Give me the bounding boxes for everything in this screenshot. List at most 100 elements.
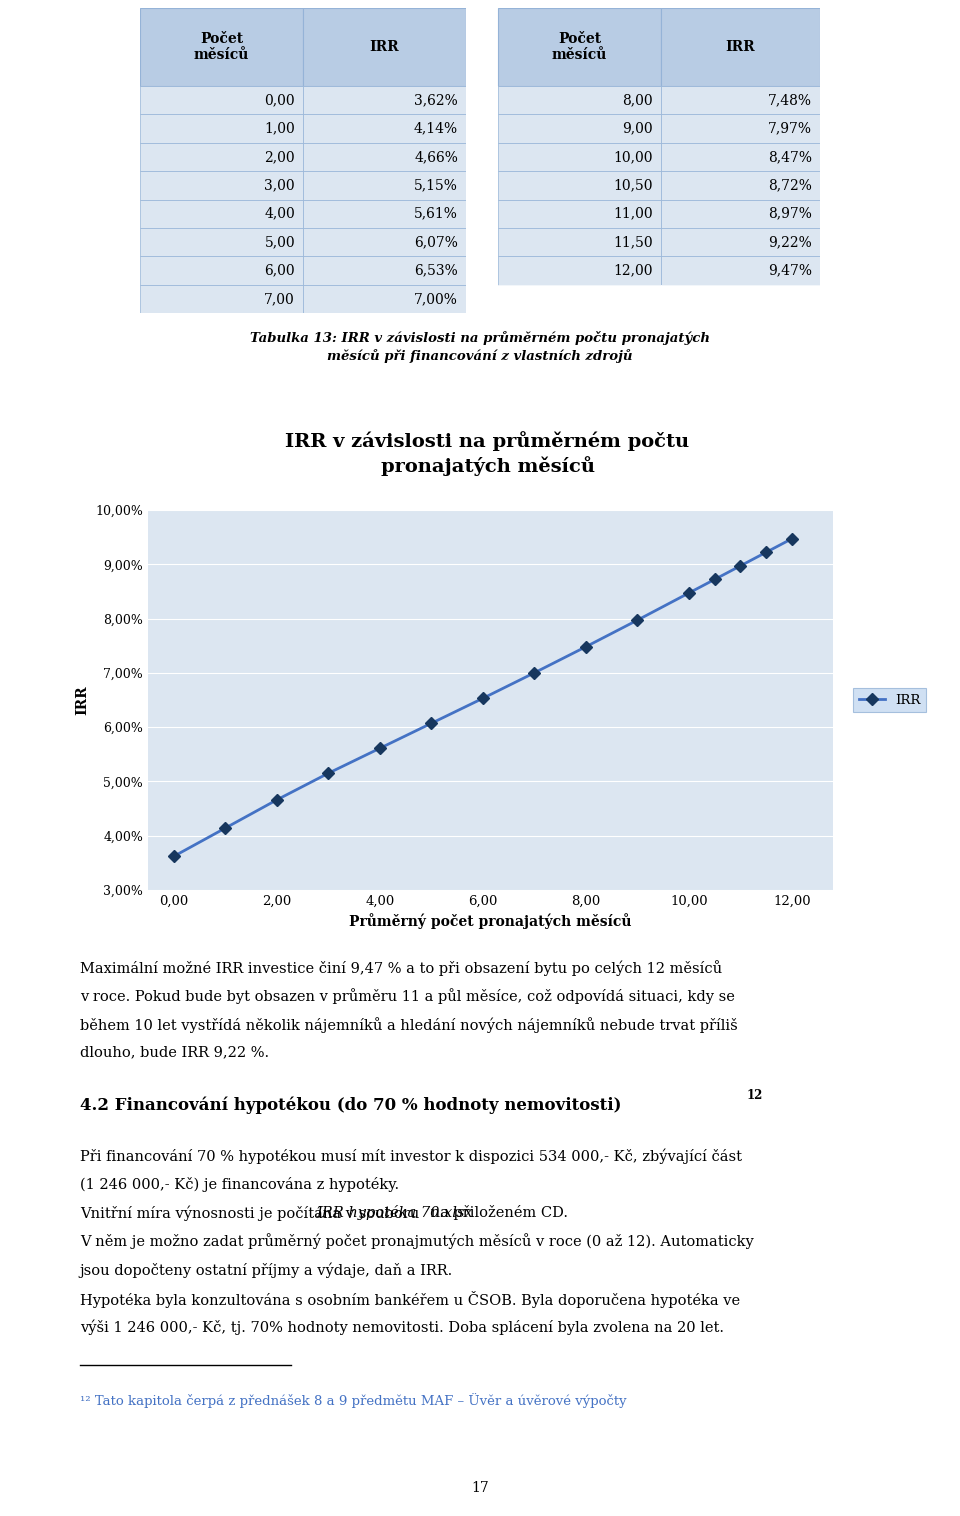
Bar (140, 86, 303, 114)
Text: jsou dopočteny ostatní příjmy a výdaje, daň a IRR.: jsou dopočteny ostatní příjmy a výdaje, … (80, 1263, 453, 1278)
Bar (140, 227, 303, 256)
Bar (303, 200, 466, 227)
Bar (466, 200, 498, 227)
IRR (683, 584, 694, 602)
Text: 17: 17 (471, 1481, 489, 1495)
Text: 12: 12 (747, 1088, 763, 1102)
Bar (498, 143, 661, 171)
Text: výši 1 246 000,- Kč, tj. 70% hodnoty nemovitosti. Doba splácení byla zvolena na : výši 1 246 000,- Kč, tj. 70% hodnoty nem… (80, 1319, 724, 1334)
Bar (661, 143, 820, 171)
Bar (303, 114, 466, 143)
IRR (734, 556, 746, 575)
Text: IRR: IRR (726, 39, 756, 55)
Text: 8,97%: 8,97% (768, 206, 812, 221)
Text: 6,00: 6,00 (264, 264, 295, 277)
Bar (140, 200, 303, 227)
Bar (303, 227, 466, 256)
Bar (466, 285, 498, 312)
Bar (498, 171, 661, 200)
Text: 5,61%: 5,61% (414, 206, 458, 221)
IRR (271, 791, 282, 810)
Text: 9,22%: 9,22% (768, 235, 812, 249)
Bar (661, 285, 820, 312)
IRR (632, 611, 643, 629)
Bar (466, 86, 498, 114)
Bar (303, 143, 466, 171)
Text: Tabulka 13: IRR v závislosti na průměrném počtu pronajatých: Tabulka 13: IRR v závislosti na průměrné… (250, 330, 710, 346)
Text: 5,15%: 5,15% (414, 179, 458, 193)
Text: Maximální možné IRR investice činí 9,47 % a to při obsazení bytu po celých 12 mě: Maximální možné IRR investice činí 9,47 … (80, 960, 722, 976)
IRR (477, 690, 489, 708)
Text: 7,00: 7,00 (264, 291, 295, 306)
Text: Počet
měsíců: Počet měsíců (194, 32, 250, 62)
Bar (303, 256, 466, 285)
Text: 7,97%: 7,97% (768, 121, 812, 135)
Bar (498, 256, 661, 285)
Bar (661, 114, 820, 143)
Text: 5,00: 5,00 (264, 235, 295, 249)
Bar (498, 86, 661, 114)
Text: 11,50: 11,50 (613, 235, 653, 249)
IRR (708, 570, 720, 588)
Text: v roce. Pokud bude byt obsazen v průměru 11 a půl měsíce, což odpovídá situaci, : v roce. Pokud bude byt obsazen v průměru… (80, 988, 734, 1005)
IRR (786, 529, 798, 547)
Text: IRR v závislosti na průměrném počtu
pronajatých měsíců: IRR v závislosti na průměrném počtu pron… (285, 432, 689, 476)
Text: 2,00: 2,00 (264, 150, 295, 164)
Text: (1 246 000,- Kč) je financována z hypotéky.: (1 246 000,- Kč) je financována z hypoté… (80, 1176, 398, 1192)
IRR (374, 740, 386, 758)
Text: 10,00: 10,00 (613, 150, 653, 164)
Bar (661, 86, 820, 114)
Text: 7,48%: 7,48% (768, 92, 812, 108)
Legend: IRR: IRR (853, 688, 926, 713)
IRR (580, 638, 591, 656)
Bar (661, 171, 820, 200)
Text: 8,00: 8,00 (622, 92, 653, 108)
Bar (140, 8, 303, 86)
Text: měsíců při financování z vlastních zdrojů: měsíců při financování z vlastních zdroj… (327, 349, 633, 362)
Text: 4,66%: 4,66% (414, 150, 458, 164)
Text: 0,00: 0,00 (264, 92, 295, 108)
Bar (661, 256, 820, 285)
Bar (466, 143, 498, 171)
Text: 4.2 Financování hypotékou (do 70 % hodnoty nemovitosti): 4.2 Financování hypotékou (do 70 % hodno… (80, 1096, 621, 1114)
Text: IRR hypotéka 70.xlsx: IRR hypotéka 70.xlsx (316, 1205, 472, 1220)
IRR (168, 847, 180, 866)
Text: 1,00: 1,00 (264, 121, 295, 135)
Text: 12,00: 12,00 (613, 264, 653, 277)
Bar (303, 285, 466, 312)
Y-axis label: IRR: IRR (76, 685, 89, 716)
Text: 8,47%: 8,47% (768, 150, 812, 164)
Text: 11,00: 11,00 (613, 206, 653, 221)
Text: 9,47%: 9,47% (768, 264, 812, 277)
IRR (760, 543, 772, 561)
Bar (498, 227, 661, 256)
Text: dlouho, bude IRR 9,22 %.: dlouho, bude IRR 9,22 %. (80, 1046, 269, 1060)
Text: 3,62%: 3,62% (415, 92, 458, 108)
Bar (140, 256, 303, 285)
Bar (303, 8, 466, 86)
Text: 4,14%: 4,14% (414, 121, 458, 135)
IRR (425, 714, 437, 732)
Text: 7,00%: 7,00% (414, 291, 458, 306)
Text: 9,00: 9,00 (622, 121, 653, 135)
Text: 3,00: 3,00 (264, 179, 295, 193)
Bar (498, 114, 661, 143)
Bar (140, 114, 303, 143)
IRR (323, 764, 334, 782)
IRR (220, 819, 231, 837)
Bar (303, 86, 466, 114)
Text: 4,00: 4,00 (264, 206, 295, 221)
Text: Hypotéka byla konzultována s osobním bankéřem u ČSOB. Byla doporučena hypotéka v: Hypotéka byla konzultována s osobním ban… (80, 1290, 740, 1308)
Text: V něm je možno zadat průměrný počet pronajmutých měsíců v roce (0 až 12). Automa: V něm je možno zadat průměrný počet pron… (80, 1234, 754, 1249)
Text: ¹² Tato kapitola čerpá z přednášek 8 a 9 předmětu MAF – Üvěr a úvěrové výpočty: ¹² Tato kapitola čerpá z přednášek 8 a 9… (80, 1393, 626, 1408)
Bar (498, 285, 661, 312)
Text: 6,53%: 6,53% (415, 264, 458, 277)
Bar (661, 227, 820, 256)
Text: 10,50: 10,50 (613, 179, 653, 193)
Bar (466, 8, 498, 86)
Line: IRR: IRR (170, 535, 796, 861)
Bar (140, 285, 303, 312)
Text: IRR: IRR (370, 39, 399, 55)
Text: 8,72%: 8,72% (768, 179, 812, 193)
X-axis label: Průměrný počet pronajatých měsíců: Průměrný počet pronajatých měsíců (349, 914, 632, 929)
